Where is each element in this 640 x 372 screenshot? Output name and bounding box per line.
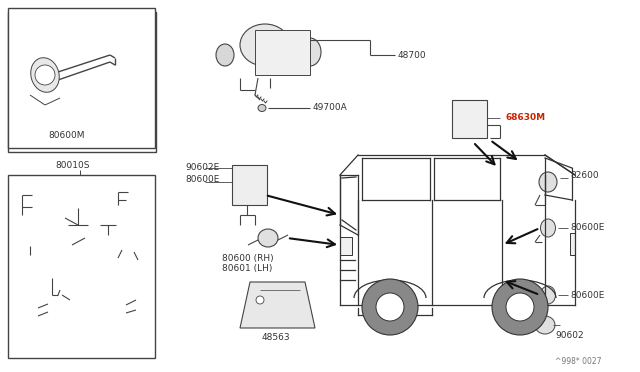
Text: 68630M: 68630M xyxy=(505,113,545,122)
Ellipse shape xyxy=(539,172,557,192)
Bar xyxy=(452,100,487,138)
Ellipse shape xyxy=(101,229,115,241)
Text: 90602E: 90602E xyxy=(185,164,220,173)
Text: 90602: 90602 xyxy=(555,330,584,340)
Ellipse shape xyxy=(70,298,86,312)
Circle shape xyxy=(362,279,418,335)
Ellipse shape xyxy=(299,38,321,66)
Text: ^998* 0027: ^998* 0027 xyxy=(555,357,602,366)
Text: 80600E: 80600E xyxy=(570,224,604,232)
Text: 80010S: 80010S xyxy=(55,160,90,170)
Ellipse shape xyxy=(121,236,135,254)
Ellipse shape xyxy=(535,316,555,334)
Bar xyxy=(570,233,575,255)
Ellipse shape xyxy=(456,111,468,125)
Ellipse shape xyxy=(258,105,266,112)
Bar xyxy=(8,8,155,148)
Text: 48700: 48700 xyxy=(398,51,427,60)
Text: 48563: 48563 xyxy=(262,333,291,341)
Text: 80600E: 80600E xyxy=(570,291,604,299)
Text: 80600 (RH): 80600 (RH) xyxy=(222,253,274,263)
Bar xyxy=(8,12,156,152)
Text: 80600M: 80600M xyxy=(48,131,84,140)
Ellipse shape xyxy=(31,58,60,92)
Bar xyxy=(340,237,352,255)
Text: 49700A: 49700A xyxy=(313,103,348,112)
Ellipse shape xyxy=(67,191,89,209)
Ellipse shape xyxy=(541,219,556,237)
Ellipse shape xyxy=(23,234,37,246)
Ellipse shape xyxy=(109,301,127,315)
Text: 80600E: 80600E xyxy=(185,176,220,185)
Text: 80601 (LH): 80601 (LH) xyxy=(222,263,273,273)
Circle shape xyxy=(506,293,534,321)
Ellipse shape xyxy=(240,24,290,66)
Polygon shape xyxy=(240,282,315,328)
Ellipse shape xyxy=(23,302,41,317)
Circle shape xyxy=(35,65,55,85)
Circle shape xyxy=(241,177,257,193)
Ellipse shape xyxy=(541,286,556,304)
Bar xyxy=(232,165,267,205)
Ellipse shape xyxy=(57,238,73,252)
Ellipse shape xyxy=(216,44,234,66)
Ellipse shape xyxy=(258,229,278,247)
Bar xyxy=(8,175,155,358)
Circle shape xyxy=(376,293,404,321)
Circle shape xyxy=(256,296,264,304)
Text: 82600: 82600 xyxy=(570,170,598,180)
Bar xyxy=(255,30,310,75)
Circle shape xyxy=(492,279,548,335)
